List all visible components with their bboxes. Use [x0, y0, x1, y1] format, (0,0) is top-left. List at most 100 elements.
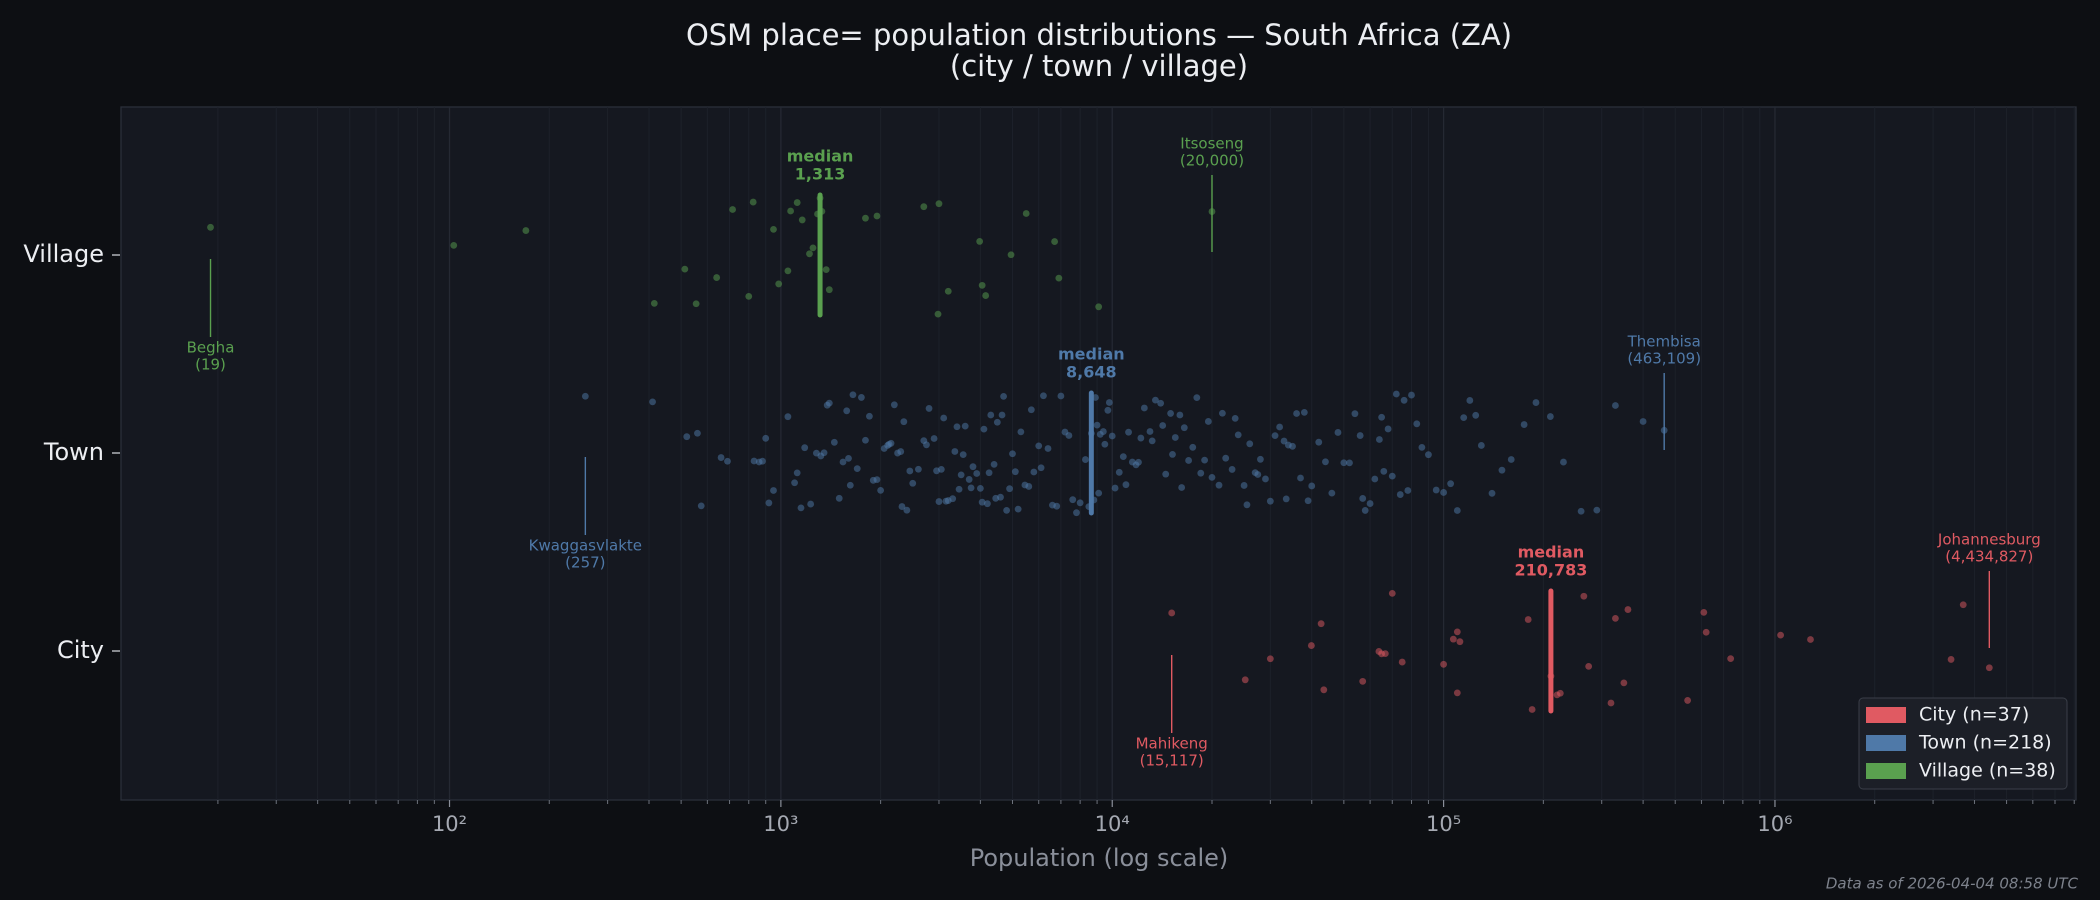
x-tick-label: 10² — [432, 812, 467, 836]
point — [1119, 453, 1127, 461]
point — [1466, 397, 1474, 404]
point — [806, 250, 813, 258]
point — [750, 457, 758, 465]
point — [1585, 662, 1593, 670]
point — [1030, 468, 1038, 476]
point — [770, 225, 777, 233]
point — [745, 292, 753, 300]
point — [1959, 601, 1967, 609]
point — [845, 454, 852, 462]
point — [787, 207, 795, 215]
point — [1392, 390, 1400, 398]
min-annotation-name: Kwaggasvlakte — [529, 537, 642, 555]
point — [935, 498, 943, 505]
point — [1280, 437, 1288, 445]
point — [849, 391, 857, 399]
point — [1340, 459, 1348, 467]
point — [1111, 484, 1119, 492]
point — [820, 449, 828, 457]
chart-title: OSM place= population distributions — So… — [686, 18, 1512, 52]
point — [1000, 392, 1007, 400]
point — [1700, 608, 1708, 616]
point — [649, 398, 656, 406]
plot-area — [120, 106, 2077, 801]
point — [973, 470, 981, 477]
point — [724, 457, 731, 465]
legend-box — [1858, 697, 2068, 790]
point — [522, 227, 530, 234]
point — [1477, 442, 1485, 449]
point — [1197, 469, 1205, 477]
point — [1282, 495, 1290, 503]
point — [1162, 470, 1170, 478]
point — [1017, 428, 1025, 436]
point — [1560, 458, 1567, 466]
median-value: 1,313 — [795, 165, 846, 184]
max-annotation-name: Johannesburg — [1937, 531, 2041, 549]
point — [998, 411, 1006, 419]
point — [1228, 466, 1236, 473]
point — [937, 465, 945, 473]
point — [801, 444, 809, 452]
point — [1359, 677, 1367, 685]
point — [955, 485, 963, 493]
point — [1371, 475, 1379, 483]
point — [749, 198, 757, 206]
point — [1208, 473, 1216, 481]
point — [765, 499, 773, 507]
point — [1027, 406, 1035, 414]
point — [1115, 468, 1123, 476]
point — [843, 407, 851, 415]
chart-subtitle: (city / town / village) — [950, 49, 1248, 83]
point — [935, 200, 943, 208]
point — [1524, 616, 1532, 623]
point — [961, 422, 969, 430]
point — [1234, 431, 1242, 439]
point — [1396, 491, 1404, 498]
point — [1308, 482, 1316, 490]
point — [987, 411, 995, 419]
point — [839, 458, 847, 466]
point — [1384, 425, 1392, 433]
point — [1204, 418, 1212, 425]
point — [1180, 424, 1188, 432]
max-annotation-name: Itsoseng — [1180, 135, 1243, 153]
point — [983, 500, 991, 508]
point — [862, 214, 869, 222]
point — [1304, 497, 1312, 505]
point — [1125, 428, 1132, 436]
point — [1011, 468, 1019, 476]
point — [1007, 251, 1015, 259]
point — [887, 439, 895, 447]
point — [873, 212, 881, 220]
point — [1082, 456, 1089, 463]
point — [1612, 614, 1619, 622]
point — [1159, 422, 1167, 429]
max-annotation-name: Thembisa — [1627, 333, 1701, 351]
min-annotation-value: (257) — [565, 554, 605, 572]
point — [762, 434, 770, 442]
point — [1320, 686, 1328, 694]
legend: City (n=37) Town (n=218) Village (n=38) — [1858, 697, 2068, 790]
point — [692, 300, 700, 308]
point — [793, 469, 801, 477]
point — [683, 433, 691, 441]
point — [1607, 699, 1615, 707]
point — [1076, 499, 1084, 507]
point — [1044, 445, 1052, 452]
legend-label: Town (n=218) — [1918, 732, 2052, 754]
point — [1099, 428, 1107, 435]
point — [1293, 410, 1300, 417]
point — [944, 287, 952, 295]
point — [1408, 391, 1415, 399]
point — [650, 299, 658, 307]
y-tick-label: Village — [23, 240, 104, 268]
point — [1146, 428, 1154, 435]
point — [1266, 497, 1274, 505]
point — [985, 469, 993, 477]
point — [835, 494, 843, 502]
x-tick-label: 10⁶ — [1757, 812, 1792, 836]
point — [846, 481, 854, 489]
